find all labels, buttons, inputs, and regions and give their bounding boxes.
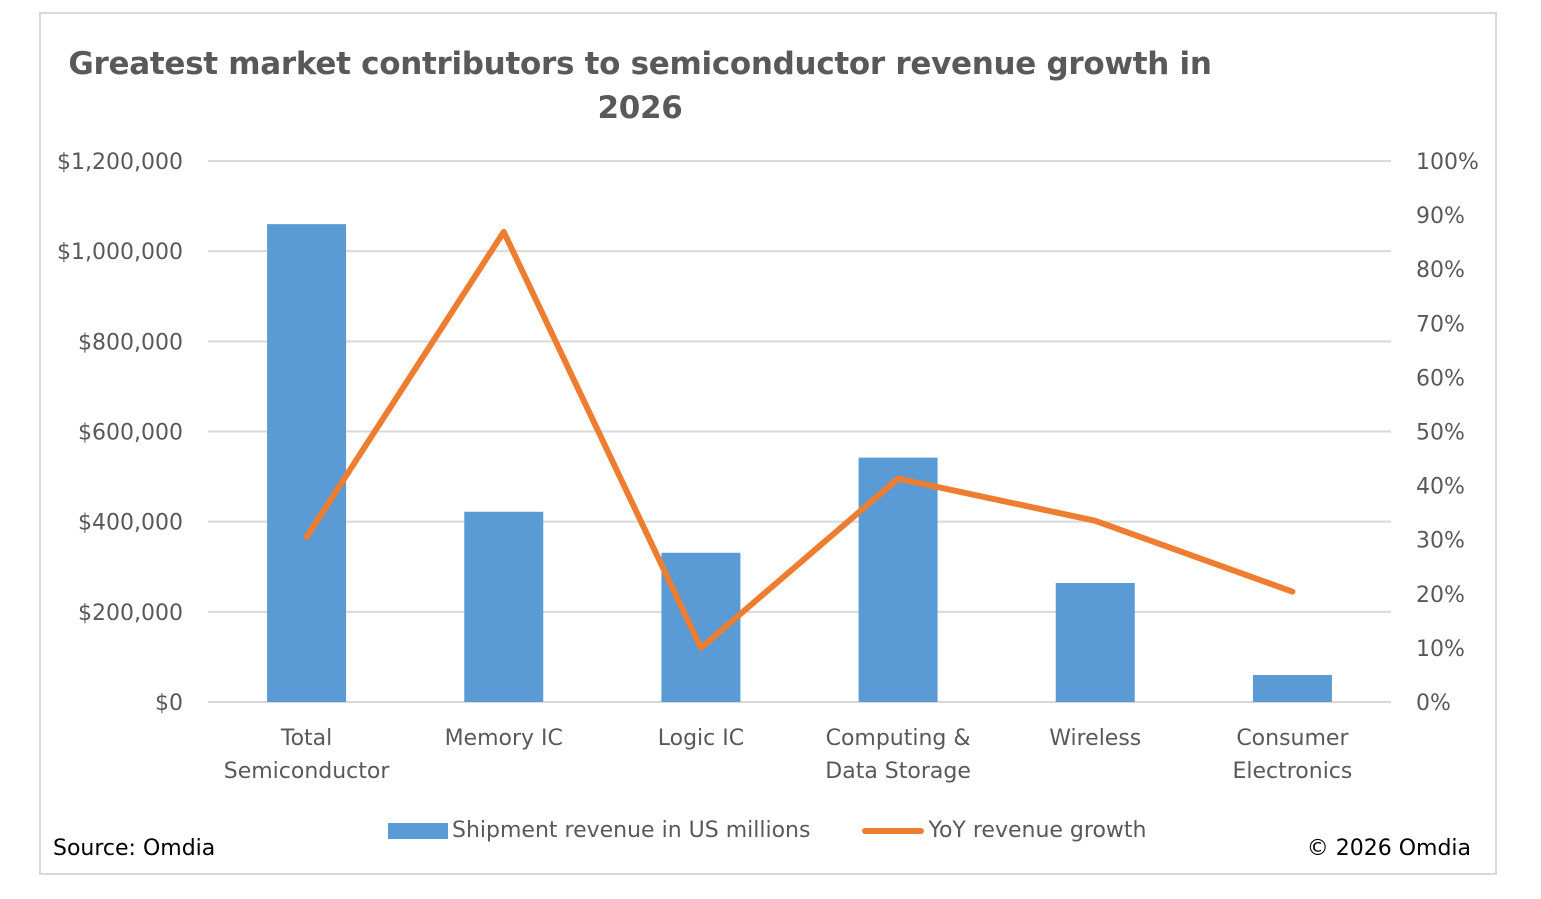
left-axis-tick-label: $800,000 (78, 330, 183, 355)
gridlines (208, 160, 1391, 703)
category-label: Logic IC (658, 726, 744, 751)
legend-line-label: YoY revenue growth (928, 818, 1147, 843)
source-note: Source: Omdia (53, 836, 216, 861)
left-axis-tick-label: $200,000 (78, 601, 183, 626)
right-axis-tick-label: 0% (1416, 691, 1451, 716)
category-label: Wireless (1049, 726, 1141, 751)
chart-title: Greatest market contributors to semicond… (60, 42, 1220, 130)
bar-series (267, 224, 1332, 702)
legend-line-swatch (862, 827, 925, 834)
legend: Shipment revenue in US millions YoY reve… (388, 818, 1198, 843)
left-axis-ticks: $0 $200,000 $400,000 $600,000 $800,000 $1,000… (57, 150, 183, 716)
right-axis-tick-label: 60% (1416, 366, 1465, 391)
copyright-note: © 2026 Omdia (1306, 836, 1471, 861)
right-axis-tick-label: 10% (1416, 637, 1465, 662)
legend-bar-swatch (388, 822, 448, 839)
category-label: Data Storage (825, 759, 971, 784)
legend-item-yoy-growth: YoY revenue growth (862, 818, 1146, 843)
left-axis-tick-label: $400,000 (78, 511, 183, 536)
right-axis-tick-label: 100% (1416, 150, 1479, 175)
right-axis-tick-label: 50% (1416, 421, 1465, 446)
category-label: Computing & (826, 726, 971, 751)
right-axis-tick-label: 20% (1416, 583, 1465, 608)
category-label: Total (280, 726, 332, 751)
left-axis-tick-label: $1,000,000 (57, 240, 183, 265)
right-axis-tick-label: 40% (1416, 475, 1465, 500)
category-label: Electronics (1232, 759, 1352, 784)
category-label: Consumer (1236, 726, 1349, 751)
chart-title-line-2: 2026 (597, 90, 683, 126)
right-axis-ticks: 0% 10% 20% 30% 40% 50% 60% 70% 80% 90% 100% (1416, 150, 1479, 716)
legend-item-shipment-revenue: Shipment revenue in US millions (388, 818, 810, 843)
growth-line (303, 228, 1296, 651)
left-axis-tick-label: $600,000 (78, 421, 183, 446)
right-axis-tick-label: 90% (1416, 204, 1465, 229)
category-label: Memory IC (445, 726, 563, 751)
category-axis-labels: Total Semiconductor Memory IC Logic IC Compu… (224, 726, 1353, 784)
category-label: Semiconductor (224, 759, 391, 784)
right-axis-tick-label: 70% (1416, 312, 1465, 337)
right-axis-tick-label: 30% (1416, 529, 1465, 554)
left-axis-tick-label: $0 (155, 691, 183, 716)
line-series (303, 228, 1296, 651)
bar (464, 511, 544, 702)
legend-bar-label: Shipment revenue in US millions (452, 818, 811, 843)
bar (1252, 674, 1332, 702)
right-axis-tick-label: 80% (1416, 258, 1465, 283)
bar (1055, 582, 1135, 702)
bar (858, 457, 938, 702)
left-axis-tick-label: $1,200,000 (57, 150, 183, 175)
bar (267, 224, 347, 702)
chart-title-line-1: Greatest market contributors to semicond… (68, 46, 1212, 82)
